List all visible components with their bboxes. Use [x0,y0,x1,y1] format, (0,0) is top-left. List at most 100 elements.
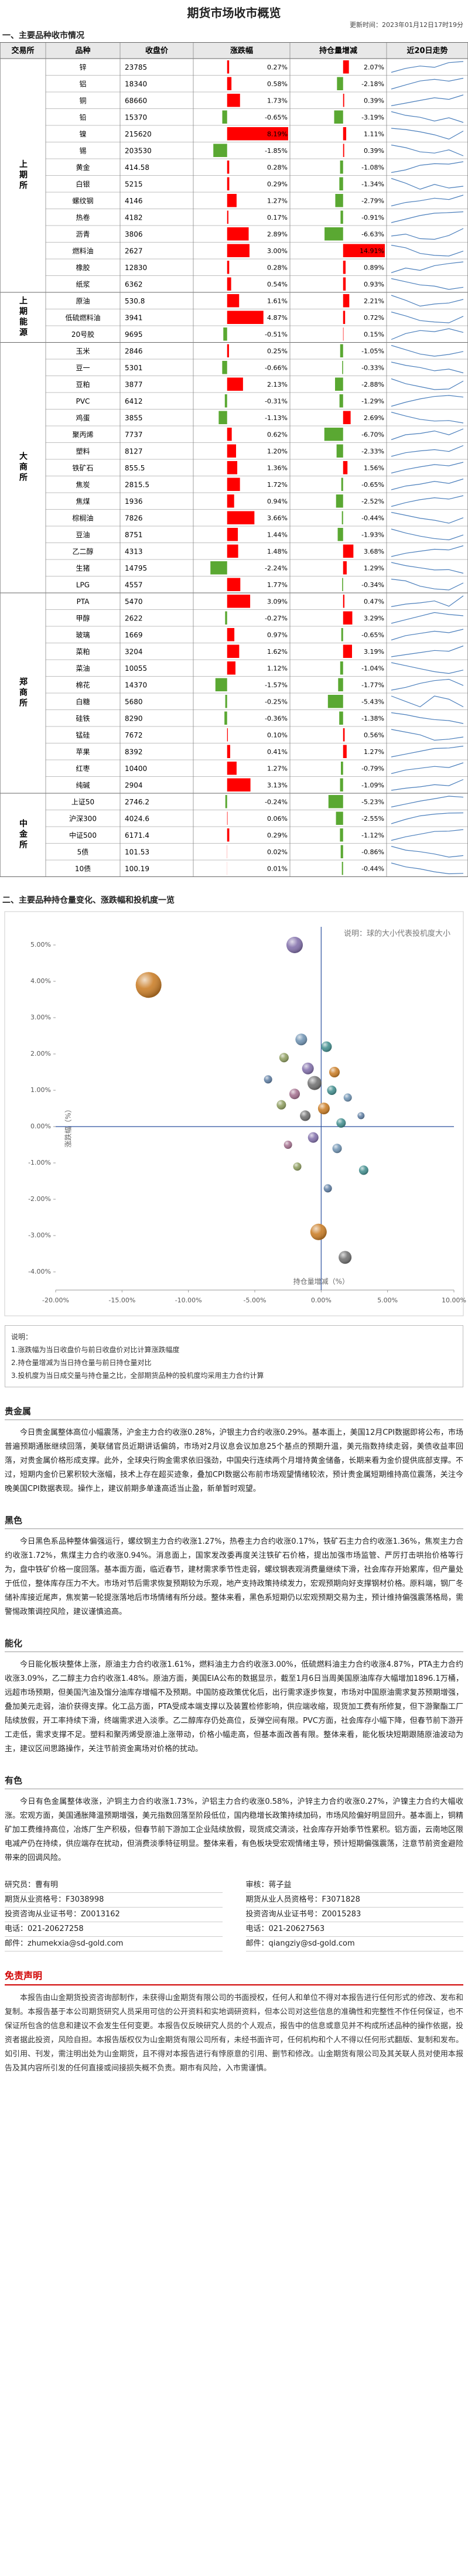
oi-label: -0.65% [361,481,384,489]
oi-label: -1.38% [361,715,384,722]
bubble-shine [295,1033,308,1046]
sparkline [391,278,464,290]
analyst-field: 期货从业资格号：F3038998 [5,1893,223,1908]
oi-label: 2.21% [364,297,384,305]
bubble-shine [310,1223,327,1240]
x-tick-label: 10.00% [442,1296,466,1304]
disclaimer: 免责声明 本报告由山金期货投资咨询部制作，未获得山金期货有限公司的书面授权，任何… [5,1968,463,2076]
close-price: 1669 [125,631,143,639]
close-price: 203530 [125,146,152,155]
oi-bar [337,77,343,90]
close-price: 7737 [125,431,143,439]
sparkline [391,295,464,307]
change-bar [227,477,240,491]
change-bar [227,311,264,324]
change-bar [223,327,227,341]
oi-bar [343,311,346,324]
sparkline [391,411,464,424]
exchange-label: 大商所 [18,452,28,484]
close-price: 8751 [125,531,143,539]
close-price: 6171.4 [125,831,149,840]
commodity-name: 焦炭 [76,480,90,489]
change-bar [224,394,227,408]
sparkline [391,228,464,240]
oi-bar [324,428,343,441]
change-label: 2.13% [267,381,288,388]
update-time: 更新时间：2023年01月12日17时19分 [350,21,463,29]
oi-bar [340,344,343,357]
sparkline [391,244,464,257]
change-bar [227,494,234,508]
oi-label: 3.29% [364,615,384,622]
close-price: 2746.2 [125,798,149,806]
commodity-name: 棉花 [76,680,90,689]
change-label: -0.66% [265,364,288,371]
change-label: 1.20% [267,448,288,455]
oi-bar [338,678,343,691]
close-price: 4557 [125,581,143,589]
commentary: 贵金属 今日贵金属整体高位小幅震荡，沪金主力合约收涨0.28%，沪银主力合约收涨0… [0,1405,468,1865]
oi-label: -1.12% [361,831,384,839]
oi-bar [339,177,343,190]
close-price: 5215 [125,180,143,188]
commodity-name: 玉米 [76,347,90,355]
commodity-name: 10债 [75,865,91,873]
bubble-shine [279,1053,289,1063]
sparkline [391,796,464,808]
commodity-name: 镍 [79,130,86,138]
change-label: 3.09% [267,598,288,605]
close-price: 2904 [125,781,143,789]
oi-bar [343,745,347,758]
oi-label: -1.05% [361,347,384,355]
oi-label: -0.33% [361,364,384,371]
column-header: 涨跌幅 [230,46,253,56]
oi-bar [324,227,343,241]
oi-bar [343,595,344,608]
close-price: 6412 [125,397,143,405]
commodity-name: 中证500 [69,831,97,840]
section-heading: 贵金属 [5,1405,463,1420]
close-price: 10055 [125,664,147,673]
sparkline [391,762,464,774]
bubble-shine [321,1041,332,1052]
section: 黑色 今日黑色系品种整体偏强运行，螺纹钢主力合约收涨1.27%，热卷主力合约收涨0… [5,1514,463,1619]
change-bar [227,444,237,458]
oi-label: 1.27% [364,748,384,756]
oi-bar [343,277,346,291]
change-bar [227,762,237,775]
oi-label: -1.93% [361,531,384,538]
close-price: 3941 [125,313,143,322]
sparkline [391,729,464,741]
oi-label: -0.91% [361,214,384,221]
note: 2.持仓量增减为当日持仓量与前日持仓量对比 [11,1359,152,1367]
y-tick-label: 1.00% [30,1086,51,1094]
oi-bar [337,528,343,541]
analyst-field: 电话：021-20627258 [5,1922,223,1937]
y-tick-label: -1.00% [28,1159,51,1166]
oi-label: -6.70% [361,431,384,438]
close-price: 215620 [125,130,152,138]
commodity-name: 白银 [76,179,90,188]
change-label: -2.24% [265,564,288,572]
change-label: -0.25% [265,698,288,705]
change-bar [227,628,235,642]
bubble-shine [300,1110,311,1121]
oi-label: 0.93% [364,281,384,288]
oi-bar [335,194,343,207]
change-label: 1.77% [267,581,288,589]
oi-label: 0.89% [364,264,384,271]
oi-label: 1.56% [364,464,384,472]
change-bar [227,778,251,791]
commodity-name: 橡胶 [76,263,90,272]
change-label: -1.85% [265,147,288,155]
sparkline [391,328,464,340]
change-label: 1.72% [267,481,288,489]
disclaimer-heading: 免责声明 [5,1968,463,1985]
bubble-shine [276,1100,286,1110]
analyst: 研究员：曹有明 期货从业资格号：F3038998 投资咨询从业证书号：Z001316… [5,1878,223,1951]
change-label: 0.62% [267,431,288,438]
sparkline [391,562,464,574]
close-price: 1936 [125,497,143,506]
oi-bar [328,795,343,808]
sparkline [391,77,464,90]
